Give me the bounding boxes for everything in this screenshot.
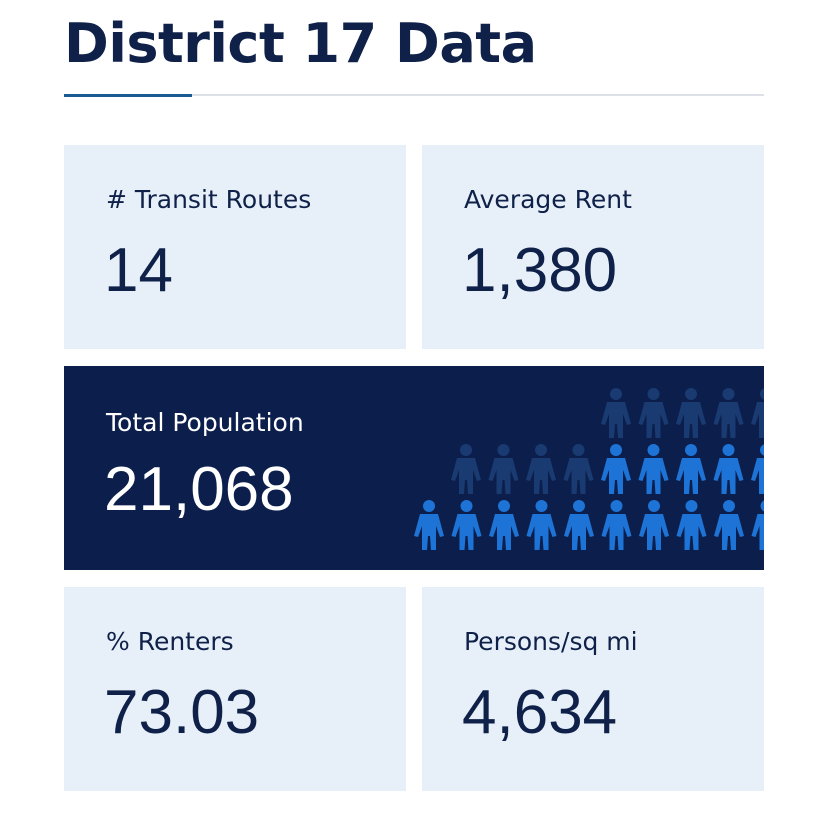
- person-icon: [713, 444, 744, 494]
- title-divider-accent: [64, 94, 192, 97]
- stat-card-pct-renters: % Renters 73.03: [64, 587, 406, 791]
- person-icon: [638, 388, 669, 438]
- person-icon: [451, 500, 482, 550]
- person-icon: [601, 444, 631, 494]
- person-icon: [526, 444, 556, 494]
- title-divider: [64, 94, 764, 96]
- person-icon: [751, 388, 764, 438]
- person-icon: [676, 388, 706, 438]
- person-icon: [639, 500, 669, 550]
- stat-value: 14: [104, 236, 173, 305]
- stat-card-average-rent: Average Rent 1,380: [422, 145, 764, 349]
- stat-card-persons-per-sq-mi: Persons/sq mi 4,634: [422, 587, 764, 791]
- person-icon: [526, 500, 557, 550]
- person-icon: [713, 388, 744, 438]
- person-icon: [601, 388, 631, 438]
- person-icon: [414, 500, 444, 550]
- stat-value: 1,380: [462, 236, 618, 305]
- person-icon: [488, 444, 519, 494]
- person-icon: [714, 500, 744, 550]
- person-icon: [676, 444, 706, 494]
- person-icon: [751, 500, 764, 550]
- stat-label: # Transit Routes: [106, 185, 312, 214]
- stat-value: 21,068: [104, 455, 294, 524]
- population-people-graphic: [414, 388, 764, 550]
- person-icon: [451, 444, 481, 494]
- person-icon: [563, 444, 594, 494]
- person-icon: [676, 500, 707, 550]
- person-icon: [751, 444, 764, 494]
- stat-label: Persons/sq mi: [464, 627, 638, 656]
- stat-label: Total Population: [106, 408, 304, 437]
- person-icon: [489, 500, 519, 550]
- stat-banner-total-population: Total Population 21,068: [64, 366, 764, 570]
- person-icon: [564, 500, 594, 550]
- stat-label: Average Rent: [464, 185, 632, 214]
- stat-card-transit-routes: # Transit Routes 14: [64, 145, 406, 349]
- person-icon: [638, 444, 669, 494]
- page-title: District 17 Data: [64, 12, 537, 75]
- stat-value: 4,634: [462, 678, 618, 747]
- stat-label: % Renters: [106, 627, 234, 656]
- stat-value: 73.03: [104, 678, 260, 747]
- person-icon: [601, 500, 632, 550]
